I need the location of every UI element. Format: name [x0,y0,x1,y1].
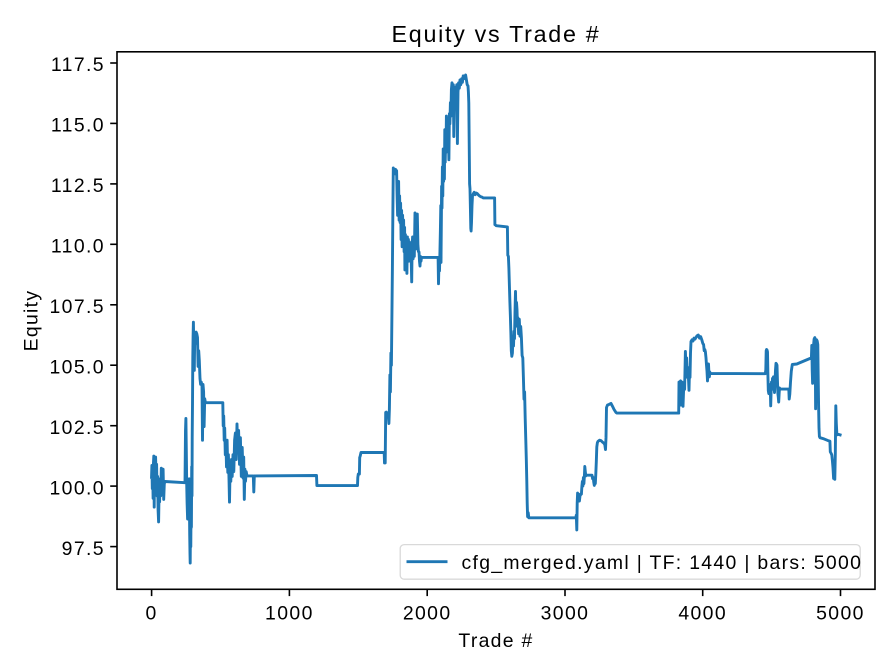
svg-text:3000: 3000 [541,603,590,625]
svg-text:Equity: Equity [21,290,43,352]
svg-text:100.0: 100.0 [49,477,105,499]
svg-text:4000: 4000 [678,603,727,625]
svg-text:97.5: 97.5 [62,538,105,560]
svg-text:105.0: 105.0 [49,356,105,378]
svg-text:112.5: 112.5 [51,175,105,197]
svg-text:5000: 5000 [816,603,865,625]
svg-text:cfg_merged.yaml | TF: 1440 | b: cfg_merged.yaml | TF: 1440 | bars: 5000 [462,552,863,574]
svg-text:Trade #: Trade # [458,630,533,652]
svg-text:115.0: 115.0 [51,115,105,137]
svg-text:Equity vs Trade #: Equity vs Trade # [392,21,601,47]
svg-text:107.5: 107.5 [49,296,105,318]
svg-text:117.5: 117.5 [51,54,105,76]
svg-text:110.0: 110.0 [51,236,105,258]
svg-text:102.5: 102.5 [49,417,105,439]
svg-text:1000: 1000 [265,603,314,625]
svg-text:2000: 2000 [403,603,452,625]
svg-text:0: 0 [146,603,158,625]
